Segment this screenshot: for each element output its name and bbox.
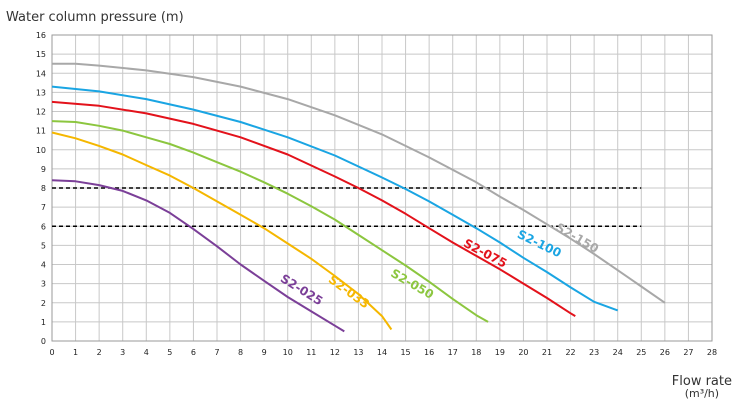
x-tick-label: 13 <box>353 348 363 357</box>
x-tick-label: 17 <box>448 348 458 357</box>
y-tick-label: 5 <box>41 241 46 250</box>
series-line-s2-050 <box>51 120 489 323</box>
y-tick-label: 0 <box>41 337 46 346</box>
y-tick-label: 9 <box>41 165 46 174</box>
x-tick-label: 10 <box>283 348 293 357</box>
series-line-s2-033 <box>51 131 393 331</box>
series-line-s2-075 <box>51 100 576 317</box>
series-label-s2-033: S2-033 <box>326 272 372 311</box>
x-tick-label: 12 <box>330 348 340 357</box>
x-tick-label: 19 <box>495 348 505 357</box>
x-tick-label: 27 <box>683 348 693 357</box>
x-tick-label: 14 <box>377 348 387 357</box>
series-label-s2-075: S2-075 <box>461 236 509 270</box>
x-axis-title: Flow rate (m³/h) <box>671 374 732 400</box>
x-tick-label: 2 <box>97 348 102 357</box>
y-tick-label: 14 <box>36 69 46 78</box>
y-tick-label: 2 <box>41 299 46 308</box>
x-tick-label: 3 <box>120 348 125 357</box>
y-tick-label: 15 <box>36 50 46 59</box>
y-tick-label: 1 <box>41 318 46 327</box>
x-tick-label: 20 <box>518 348 528 357</box>
x-tick-label: 0 <box>49 348 54 357</box>
y-tick-label: 4 <box>41 261 46 270</box>
y-tick-label: 6 <box>41 222 46 231</box>
x-axis-unit: (m³/h) <box>684 387 720 400</box>
series-line-s2-100 <box>51 85 619 312</box>
y-tick-label: 8 <box>41 184 46 193</box>
x-tick-label: 9 <box>262 348 267 357</box>
x-tick-label: 15 <box>400 348 410 357</box>
x-tick-label: 25 <box>636 348 646 357</box>
x-tick-label: 26 <box>660 348 670 357</box>
x-tick-label: 8 <box>238 348 243 357</box>
x-tick-label: 6 <box>191 348 196 357</box>
y-tick-label: 10 <box>36 146 46 155</box>
x-tick-label: 11 <box>306 348 316 357</box>
x-tick-label: 5 <box>167 348 172 357</box>
series-line-s2-150 <box>52 62 666 304</box>
y-tick-label: 3 <box>41 280 46 289</box>
x-axis-title-text: Flow rate <box>671 374 732 389</box>
x-tick-label: 18 <box>471 348 481 357</box>
x-tick-label: 16 <box>424 348 434 357</box>
x-tick-label: 28 <box>707 348 717 357</box>
y-tick-label: 13 <box>36 88 46 97</box>
x-tick-label: 22 <box>565 348 575 357</box>
y-tick-label: 16 <box>36 31 46 40</box>
y-axis-title: Water column pressure (m) <box>6 10 184 25</box>
x-tick-label: 4 <box>144 348 149 357</box>
x-tick-label: 21 <box>542 348 552 357</box>
y-tick-label: 7 <box>41 203 46 212</box>
x-tick-label: 1 <box>73 348 78 357</box>
x-tick-label: 7 <box>214 348 219 357</box>
x-tick-label: 23 <box>589 348 599 357</box>
x-tick-label: 24 <box>613 348 623 357</box>
y-tick-label: 12 <box>36 108 46 117</box>
y-tick-label: 11 <box>36 127 46 136</box>
series-line-s2-025 <box>51 179 345 333</box>
